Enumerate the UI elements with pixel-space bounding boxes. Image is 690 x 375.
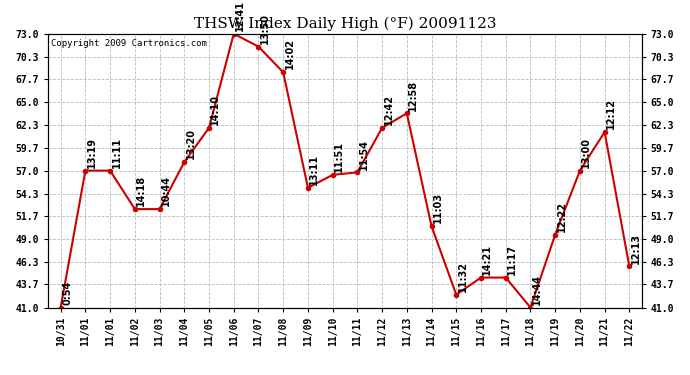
Text: 12:12: 12:12 (606, 98, 616, 129)
Text: 13:11: 13:11 (309, 154, 319, 185)
Text: 13:20: 13:20 (186, 128, 196, 159)
Text: 11:32: 11:32 (457, 261, 468, 292)
Text: Copyright 2009 Cartronics.com: Copyright 2009 Cartronics.com (51, 39, 207, 48)
Text: 12:41: 12:41 (235, 0, 245, 31)
Text: 11:54: 11:54 (359, 138, 368, 170)
Text: 12:42: 12:42 (384, 94, 393, 125)
Text: 13:50: 13:50 (260, 13, 270, 44)
Text: 11:51: 11:51 (334, 141, 344, 172)
Text: 10:44: 10:44 (161, 176, 171, 206)
Text: 12:22: 12:22 (557, 201, 566, 232)
Title: THSW Index Daily High (°F) 20091123: THSW Index Daily High (°F) 20091123 (194, 17, 496, 31)
Text: 11:17: 11:17 (507, 244, 517, 275)
Text: 13:00: 13:00 (581, 137, 591, 168)
Text: 11:03: 11:03 (433, 192, 443, 224)
Text: 11:11: 11:11 (112, 137, 121, 168)
Text: 12:13: 12:13 (631, 232, 641, 264)
Text: 12:58: 12:58 (408, 80, 418, 111)
Text: 14:21: 14:21 (482, 244, 493, 275)
Text: 14:44: 14:44 (532, 274, 542, 305)
Text: 14:10: 14:10 (210, 94, 220, 125)
Text: 14:18: 14:18 (136, 175, 146, 206)
Text: 14:02: 14:02 (284, 39, 295, 69)
Text: 0:54: 0:54 (62, 280, 72, 305)
Text: 13:19: 13:19 (87, 137, 97, 168)
